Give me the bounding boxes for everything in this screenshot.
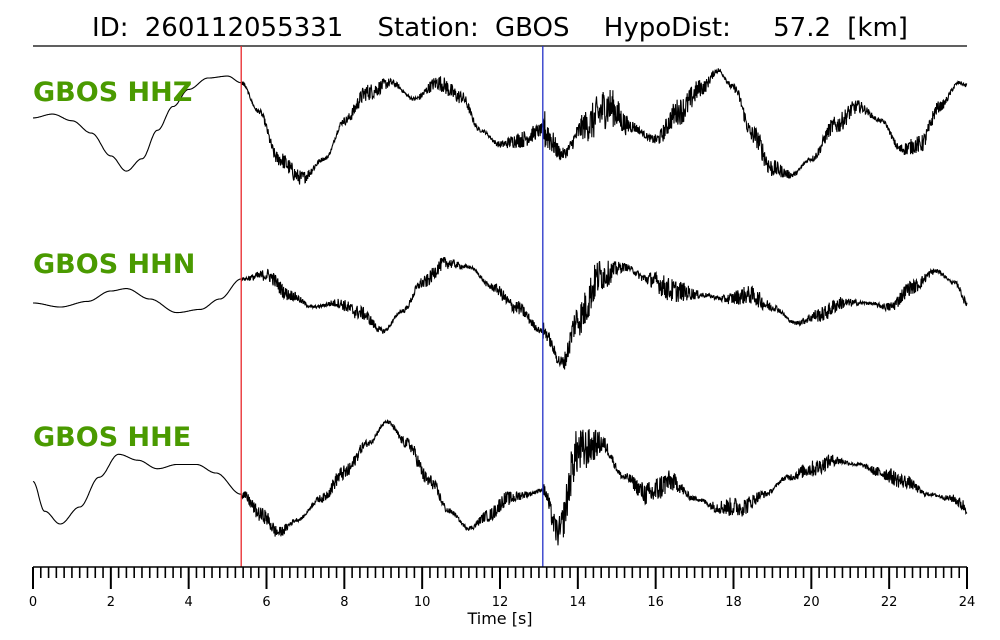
channel-label-gbos-hhe: GBOS HHE — [33, 422, 191, 453]
channel-label-gbos-hhn: GBOS HHN — [33, 249, 195, 280]
tick-label: 0 — [29, 595, 37, 610]
tick-label: 6 — [262, 595, 270, 610]
title-hypodist-label: HypoDist: — [604, 13, 731, 43]
trace-gbos-hhe — [32, 419, 968, 546]
channel-label-gbos-hhz: GBOS HHZ — [33, 77, 192, 108]
title-id-value: 260112055331 — [145, 13, 344, 43]
traces-group — [32, 68, 968, 546]
figure-title: ID: 260112055331 Station: GBOS HypoDist:… — [92, 13, 908, 43]
tick-label: 2 — [107, 595, 115, 610]
tick-label: 8 — [340, 595, 348, 610]
tick-label: 16 — [647, 595, 664, 610]
title-station-label: Station: — [378, 13, 479, 43]
channel-labels-group: GBOS HHZ GBOS HHN GBOS HHE — [33, 77, 195, 453]
title-station-value: GBOS — [495, 13, 570, 43]
tick-label: 24 — [959, 595, 976, 610]
trace-gbos-hhz — [33, 68, 968, 185]
tick-label: 22 — [881, 595, 898, 610]
trace-gbos-hhn — [33, 256, 968, 370]
picks-group — [240, 46, 544, 567]
title-hypodist-value: 57.2 — [773, 13, 831, 43]
title-hypodist-unit: [km] — [847, 13, 908, 43]
x-axis-label: Time [s] — [466, 609, 532, 628]
tick-label: 4 — [185, 595, 193, 610]
tick-label: 10 — [414, 595, 431, 610]
tick-label: 12 — [492, 595, 509, 610]
title-id-label: ID: — [92, 13, 128, 43]
tick-label: 18 — [725, 595, 742, 610]
tick-label: 20 — [803, 595, 820, 610]
tick-label: 14 — [570, 595, 587, 610]
